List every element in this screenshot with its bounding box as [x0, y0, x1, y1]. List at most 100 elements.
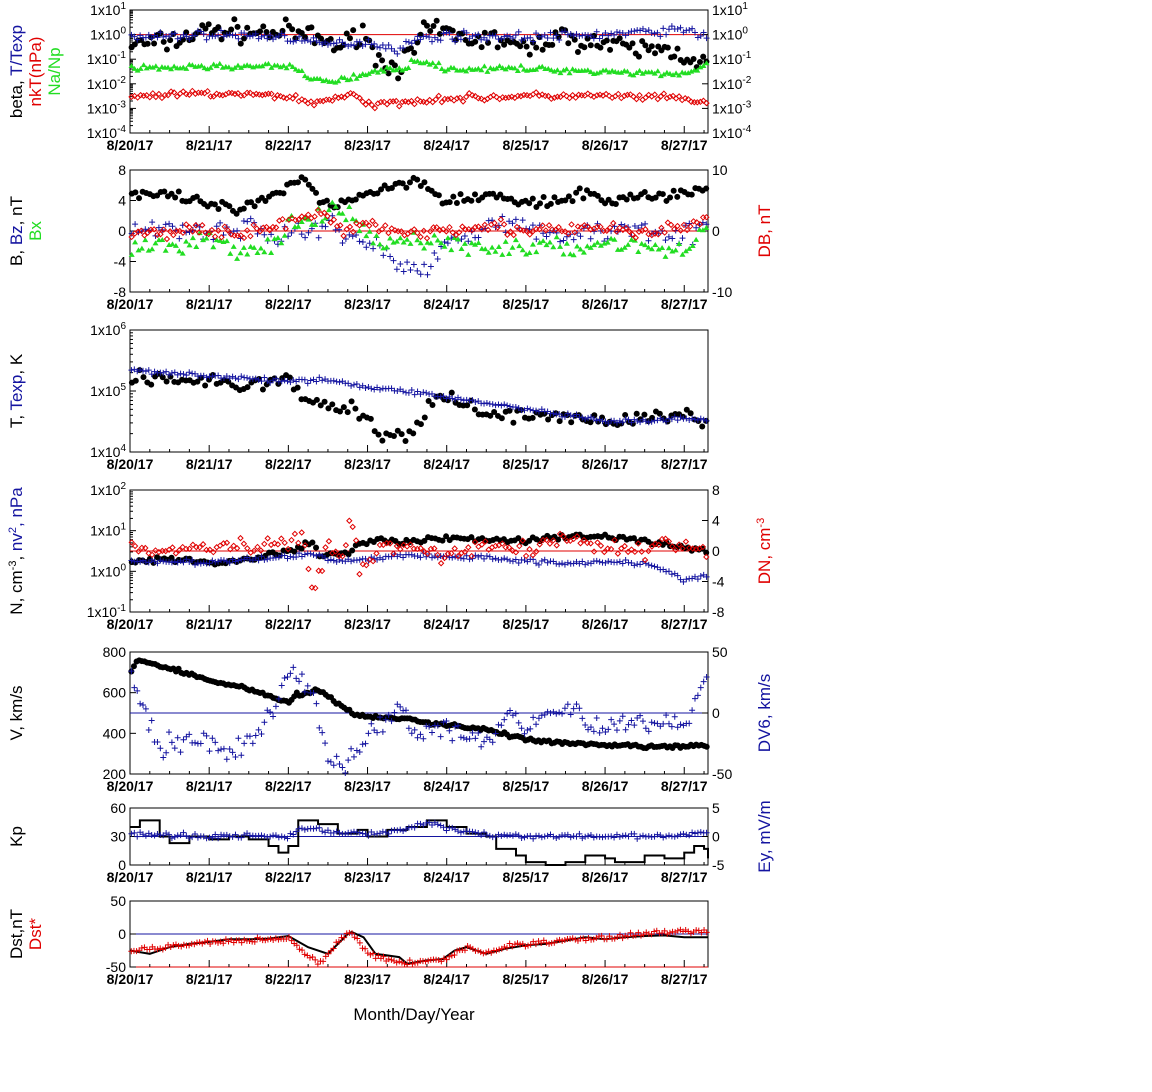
data-point	[325, 405, 332, 412]
data-point	[512, 216, 519, 223]
data-point	[353, 381, 360, 388]
data-point	[625, 833, 632, 840]
data-point	[509, 35, 516, 42]
data-point	[703, 829, 710, 836]
data-point	[489, 556, 496, 563]
x-tick-label: 8/25/17	[503, 616, 550, 632]
data-point	[453, 199, 460, 206]
x-tick-label: 8/24/17	[423, 778, 470, 794]
data-point	[238, 64, 245, 70]
data-point	[155, 90, 163, 98]
data-point	[502, 238, 509, 244]
data-point	[375, 51, 382, 58]
data-point	[555, 536, 562, 543]
data-point	[305, 216, 312, 222]
data-point	[404, 236, 411, 242]
data-point	[606, 933, 613, 940]
data-point	[163, 378, 170, 385]
data-point	[635, 228, 643, 235]
data-point	[486, 832, 493, 839]
data-point	[307, 38, 314, 45]
x-tick-label: 8/25/17	[503, 869, 550, 885]
data-point	[510, 231, 517, 239]
data-point	[232, 375, 239, 382]
right-axis-label: Ey, mV/m	[755, 800, 774, 872]
data-point	[164, 91, 172, 99]
data-point	[359, 22, 366, 29]
data-point	[143, 65, 150, 71]
data-point	[703, 674, 710, 681]
data-point	[291, 548, 298, 555]
y-tick-label: 800	[103, 644, 127, 660]
data-point	[483, 399, 490, 406]
data-point	[288, 214, 296, 222]
data-point	[449, 395, 456, 402]
panel-kp-ey: 8/20/17 8/21/17 8/22/17 8/23/17 8/24/17 8/25/…	[7, 800, 774, 885]
right-y-tick-label: 1x100	[712, 26, 748, 43]
data-point	[186, 242, 193, 248]
data-point	[663, 418, 670, 425]
data-point	[376, 830, 383, 837]
data-point	[590, 728, 597, 735]
data-point	[143, 92, 150, 99]
data-point	[625, 241, 632, 247]
data-point	[228, 26, 235, 33]
data-point	[527, 34, 534, 41]
data-point	[235, 35, 242, 42]
x-tick-label: 8/24/17	[423, 869, 470, 885]
data-point	[689, 707, 696, 714]
data-point	[282, 225, 289, 232]
data-point	[128, 830, 135, 837]
data-point	[370, 240, 377, 246]
data-point	[318, 567, 326, 575]
label-part: , nPa	[7, 487, 26, 527]
data-point	[562, 197, 569, 204]
data-point	[627, 91, 634, 98]
data-point	[388, 956, 395, 963]
data-point	[516, 226, 524, 233]
data-point	[619, 713, 626, 720]
data-point	[550, 833, 557, 840]
data-point	[557, 243, 564, 249]
data-point	[525, 942, 532, 949]
data-point	[365, 70, 372, 76]
data-point	[259, 63, 266, 69]
data-point	[560, 67, 567, 73]
data-point	[295, 98, 303, 105]
data-point	[301, 551, 308, 558]
label-part: Dst,nT	[7, 909, 26, 959]
data-point	[625, 416, 632, 423]
data-point	[420, 227, 428, 235]
data-point	[533, 66, 540, 72]
data-point	[215, 939, 222, 946]
data-point	[203, 835, 210, 842]
data-point	[535, 561, 542, 568]
data-point	[630, 72, 637, 78]
data-point	[342, 41, 349, 48]
right-y-tick-label: 8	[712, 482, 720, 498]
data-point	[505, 544, 513, 551]
data-point	[401, 960, 408, 967]
data-point	[278, 378, 285, 385]
data-point	[501, 831, 508, 838]
data-point	[180, 941, 187, 948]
data-point	[128, 557, 135, 564]
data-point	[305, 565, 312, 573]
data-point	[631, 416, 638, 423]
data-point	[475, 239, 482, 245]
data-point	[227, 231, 235, 238]
data-point	[635, 53, 642, 60]
data-point	[580, 225, 587, 232]
data-point	[261, 719, 268, 726]
data-point	[448, 952, 455, 959]
data-point	[281, 675, 288, 682]
data-point	[512, 237, 519, 243]
data-point	[564, 701, 571, 708]
data-point	[298, 671, 305, 678]
data-point	[491, 409, 498, 416]
data-point	[608, 235, 615, 241]
data-point	[308, 24, 315, 31]
data-point	[310, 102, 318, 109]
data-point	[431, 249, 438, 256]
y-tick-label: 50	[110, 893, 126, 909]
